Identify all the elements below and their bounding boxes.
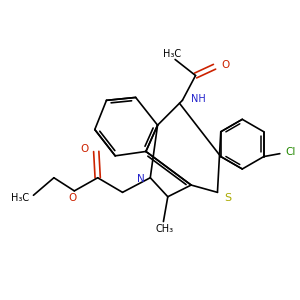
Text: N: N [137,174,144,184]
Text: H₃C: H₃C [11,193,29,203]
Text: O: O [221,60,229,70]
Text: Cl: Cl [286,147,296,157]
Text: H₃C: H₃C [163,49,181,58]
Text: O: O [69,193,77,203]
Text: NH: NH [190,94,205,104]
Text: S: S [224,193,231,202]
Text: O: O [81,143,89,154]
Text: CH₃: CH₃ [156,224,174,234]
